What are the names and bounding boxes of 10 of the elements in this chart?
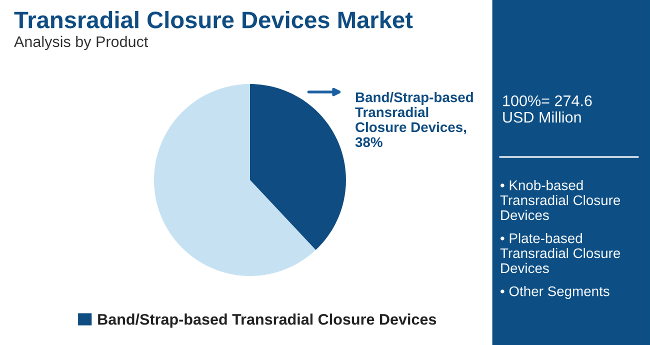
chart-title: Transradial Closure Devices Market [14,10,413,28]
chart-subtitle: Analysis by Product [14,36,148,50]
text: 100%= 274.6 USD Million [503,95,592,123]
pie-slice [250,84,346,250]
text: • Knob-based Transradial Closure Devices [500,180,620,220]
pie-slice [154,84,316,276]
legend-label: Band/Strap-based Transradial Closure Devices [98,314,436,328]
data-label: Band/Strap-based Transradial Closure Devices, 38% [355,92,473,148]
text: • Plate-based Transradial Closure Devices [500,233,620,274]
text: • Other Segments [500,286,610,299]
